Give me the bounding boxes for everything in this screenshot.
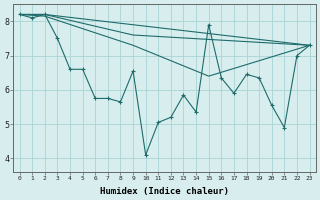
X-axis label: Humidex (Indice chaleur): Humidex (Indice chaleur) bbox=[100, 187, 229, 196]
